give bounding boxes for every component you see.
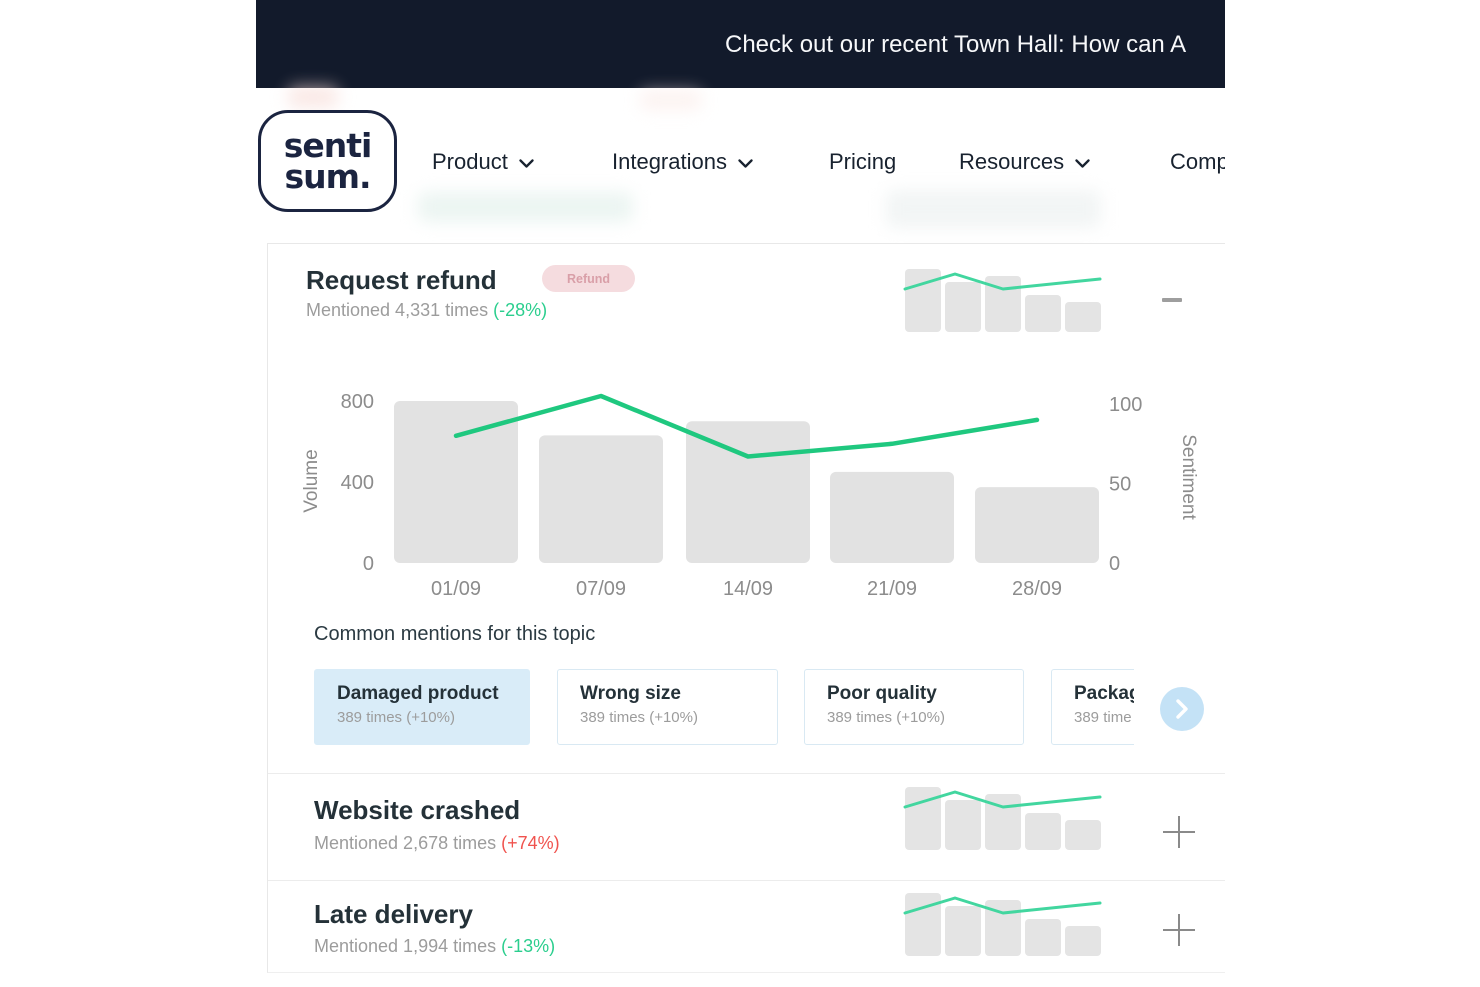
- svg-text:28/09: 28/09: [1012, 578, 1062, 600]
- blur-artifact: [640, 90, 702, 110]
- topic-title: Website crashed: [314, 795, 521, 825]
- expand-button[interactable]: [1159, 910, 1199, 950]
- topic-title: Request refund: [306, 265, 497, 295]
- nav-item-product[interactable]: Product: [432, 149, 534, 175]
- svg-text:21/09: 21/09: [867, 578, 917, 600]
- mention-card-packaging[interactable]: Packag 389 time: [1051, 669, 1134, 745]
- mention-card-sub: 389 times (+10%): [827, 709, 945, 726]
- refund-tag: Refund: [542, 265, 635, 292]
- svg-text:14/09: 14/09: [723, 578, 773, 600]
- collapse-button[interactable]: [1154, 282, 1190, 318]
- chevron-down-icon: [738, 158, 753, 168]
- nav-label: Resources: [959, 149, 1065, 174]
- topic-subtitle: Mentioned 2,678 times (+74%): [314, 833, 560, 854]
- announcement-text: Check out our recent Town Hall: How can …: [725, 31, 1187, 58]
- svg-text:Volume: Volume: [301, 449, 322, 512]
- svg-text:0: 0: [1109, 553, 1120, 575]
- blur-artifact: [288, 86, 338, 108]
- topics-panel: Request refund Mentioned 4,331 times (-2…: [267, 243, 1225, 973]
- common-mentions-row: Damaged product 389 times (+10%) Wrong s…: [314, 669, 1134, 747]
- plus-icon: [1163, 914, 1195, 946]
- content-strip: Check out our recent Town Hall: How can …: [256, 0, 1225, 987]
- mention-card-title: Wrong size: [580, 683, 681, 704]
- nav-item-company[interactable]: Comp: [1170, 149, 1225, 175]
- topic-title: Late delivery: [314, 899, 473, 929]
- mention-card-wrong-size[interactable]: Wrong size 389 times (+10%): [557, 669, 778, 745]
- svg-text:50: 50: [1109, 474, 1131, 496]
- mentions-text: Mentioned 4,331 times: [306, 300, 489, 320]
- nav-item-pricing[interactable]: Pricing: [829, 149, 896, 175]
- nav-label: Integrations: [612, 149, 727, 174]
- mention-card-title: Poor quality: [827, 683, 937, 704]
- announcement-banner[interactable]: Check out our recent Town Hall: How can …: [256, 0, 1225, 88]
- nav-item-integrations[interactable]: Integrations: [612, 149, 753, 175]
- chevron-down-icon: [1075, 158, 1090, 168]
- svg-text:07/09: 07/09: [576, 578, 626, 600]
- common-mentions-heading: Common mentions for this topic: [314, 623, 596, 645]
- svg-text:100: 100: [1109, 394, 1142, 416]
- minus-icon: [1162, 298, 1182, 302]
- logo[interactable]: senti sum.: [258, 110, 397, 212]
- scroll-right-button[interactable]: [1160, 687, 1204, 731]
- blur-artifact: [418, 192, 633, 222]
- mention-card-sub: 389 time: [1074, 709, 1132, 726]
- topic-sparkline: [903, 269, 1102, 332]
- expand-button[interactable]: [1159, 812, 1199, 852]
- change-percent: (-28%): [493, 300, 548, 320]
- svg-text:800: 800: [341, 391, 374, 413]
- mentions-text: Mentioned 2,678 times: [314, 833, 497, 853]
- plus-icon: [1163, 816, 1195, 848]
- logo-line1: senti: [283, 125, 373, 165]
- logo-line2: sum.: [284, 157, 371, 196]
- row-separator: [268, 880, 1225, 881]
- svg-text:Sentiment: Sentiment: [1178, 434, 1199, 520]
- chevron-right-icon: [1176, 699, 1188, 719]
- mention-card-poor-quality[interactable]: Poor quality 389 times (+10%): [804, 669, 1024, 745]
- nav-label: Pricing: [829, 149, 897, 174]
- nav-label: Comp: [1170, 149, 1225, 174]
- topic-sparkline: [903, 787, 1102, 850]
- topic-sparkline: [903, 893, 1102, 956]
- mention-card-sub: 389 times (+10%): [580, 709, 698, 726]
- svg-text:400: 400: [341, 472, 374, 494]
- mentions-text: Mentioned 1,994 times: [314, 936, 497, 956]
- topic-subtitle: Mentioned 4,331 times (-28%): [306, 300, 547, 321]
- chevron-down-icon: [519, 158, 534, 168]
- svg-text:01/09: 01/09: [431, 578, 481, 600]
- mention-card-damaged-product[interactable]: Damaged product 389 times (+10%): [314, 669, 530, 745]
- topic-subtitle: Mentioned 1,994 times (-13%): [314, 936, 555, 957]
- svg-text:0: 0: [363, 553, 374, 575]
- change-percent: (+74%): [501, 833, 560, 853]
- nav-item-resources[interactable]: Resources: [959, 149, 1090, 175]
- mention-card-title: Damaged product: [337, 683, 499, 704]
- mention-card-sub: 389 times (+10%): [337, 709, 455, 726]
- change-percent: (-13%): [501, 936, 556, 956]
- mention-card-title: Packag: [1074, 683, 1134, 704]
- main-chart: 800 400 0 100 50 0 01/09 07/09 14/09 21/09 28/09 Vo…: [301, 391, 1199, 600]
- nav-label: Product: [432, 149, 508, 174]
- blur-artifact: [886, 190, 1101, 228]
- row-separator: [268, 773, 1225, 774]
